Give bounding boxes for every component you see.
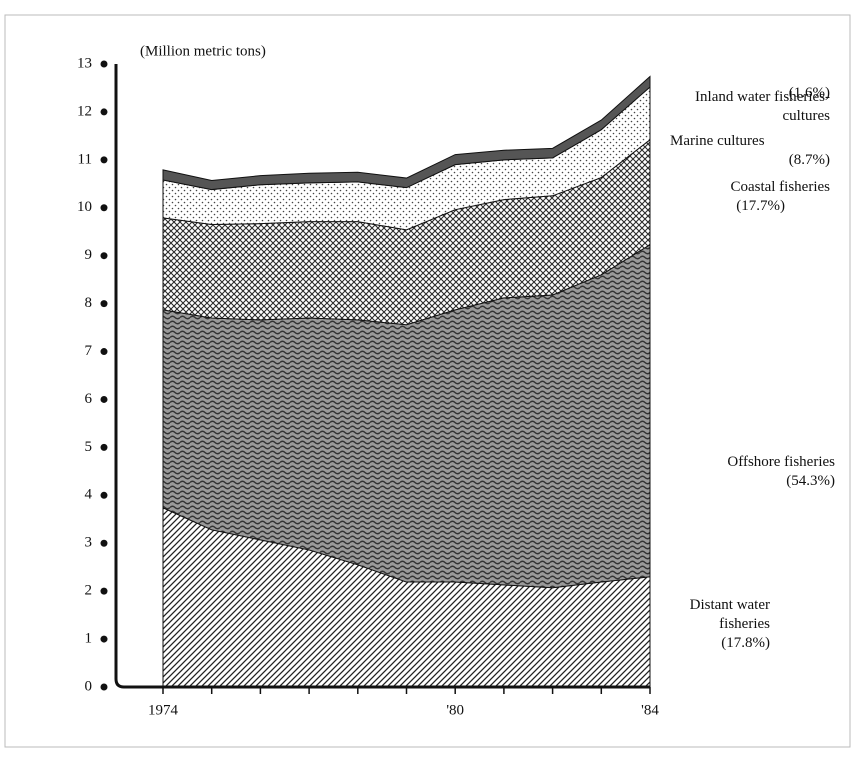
y-tick-dot: [100, 587, 108, 595]
y-tick-label: 10: [77, 199, 92, 215]
x-tick-label: '80: [446, 702, 464, 718]
y-tick-label: 8: [85, 295, 93, 311]
legend-name: Distant water fisheries: [689, 597, 770, 632]
y-tick-dot: [100, 539, 108, 547]
legend-name: Offshore fisheries: [727, 454, 835, 470]
y-tick-dot: [100, 395, 108, 403]
legend-label: Coastal fisheries (17.7%): [650, 178, 830, 216]
y-tick-label: 11: [78, 151, 92, 167]
legend-name: Marine cultures: [670, 133, 765, 149]
y-tick-label: 1: [85, 631, 93, 647]
legend-label: Inland water fisheries-cultures (1.6%): [660, 85, 830, 126]
legend-share: (54.3%): [786, 473, 835, 489]
frame: [4, 14, 851, 748]
y-tick-dot: [100, 156, 108, 164]
y-tick-dot: [100, 491, 108, 499]
y-tick-dot: [100, 443, 108, 451]
legend-share: (17.7%): [736, 198, 785, 214]
y-tick-label: 12: [77, 103, 92, 119]
legend-name: Inland water fisheries-cultures: [695, 89, 830, 124]
legend-label: Distant water fisheries (17.8%): [660, 596, 770, 653]
y-tick-label: 9: [85, 247, 93, 263]
y-tick-dot: [100, 635, 108, 643]
y-tick-label: 6: [85, 391, 93, 407]
y-tick-label: 0: [85, 678, 93, 694]
y-tick-label: 3: [85, 535, 93, 551]
legend-name: Coastal fisheries: [730, 179, 830, 195]
legend-label: Marine cultures (8.7%): [650, 132, 830, 170]
y-tick-dot: [100, 60, 108, 68]
x-tick-label: '84: [641, 702, 659, 718]
legend-share: (17.8%): [721, 635, 770, 651]
y-tick-dot: [100, 252, 108, 260]
legend-label: Offshore fisheries (54.3%): [650, 453, 835, 491]
legend-share: (8.7%): [788, 152, 830, 168]
area: [162, 75, 651, 191]
axis: [114, 64, 650, 689]
y-tick-label: 7: [85, 343, 93, 359]
legend-share: (1.6%): [788, 85, 830, 101]
x-tick-label: 1974: [148, 702, 179, 718]
y-tick-label: 2: [85, 583, 93, 599]
y-tick-dot: [100, 300, 108, 308]
y-tick-dot: [100, 348, 108, 356]
y-tick-dot: [100, 108, 108, 116]
y-tick-dot: [100, 683, 108, 691]
y-axis-title: (Million metric tons): [140, 43, 266, 59]
y-tick-label: 4: [85, 487, 93, 503]
y-tick-dot: [100, 204, 108, 212]
y-tick-label: 13: [77, 55, 92, 71]
y-tick-label: 5: [85, 439, 93, 455]
